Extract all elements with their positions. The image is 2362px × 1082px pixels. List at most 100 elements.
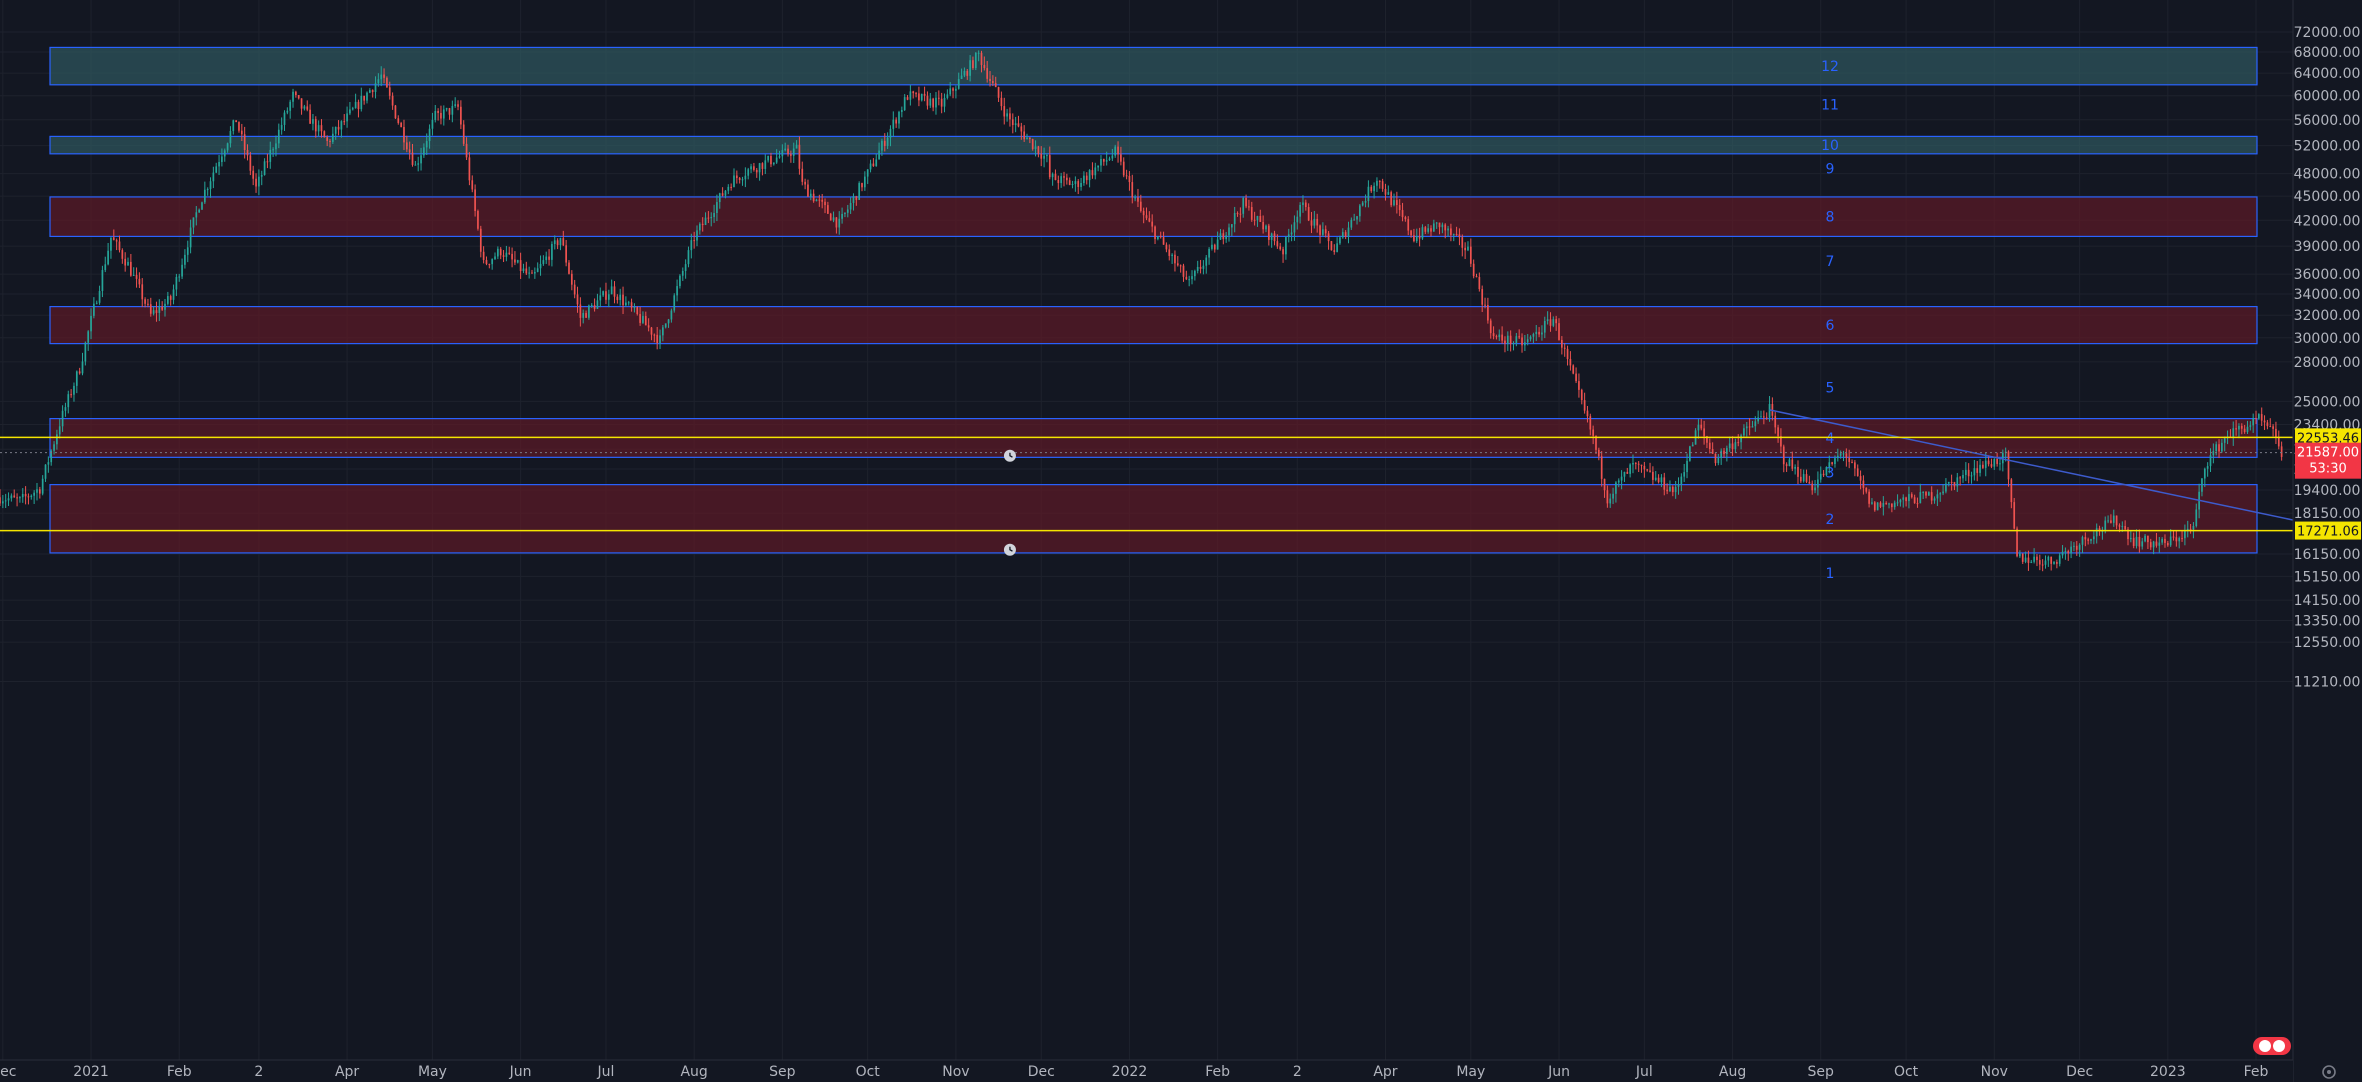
candle-body <box>1461 237 1464 248</box>
candle-body <box>1990 464 1993 467</box>
candle-body <box>804 181 806 185</box>
candle-body <box>1481 289 1484 305</box>
candle-body <box>1307 207 1310 221</box>
candle-body <box>1063 176 1065 178</box>
candle-body <box>2189 528 2192 530</box>
candle-body <box>104 264 107 271</box>
candle-body <box>1262 221 1264 230</box>
candle-body <box>445 108 448 110</box>
candle-body <box>522 268 525 272</box>
candle-body <box>1336 243 1338 252</box>
price-line-badge-label: 22553.46 <box>2297 431 2359 446</box>
candle-body <box>864 176 866 188</box>
candle-body <box>2275 428 2277 438</box>
candle-body <box>115 240 118 242</box>
candle-body <box>536 268 539 272</box>
last-price-label: 21587.00 <box>2297 446 2359 461</box>
price-tick-label: 36000.00 <box>2294 267 2361 283</box>
candle-body <box>1387 192 1390 195</box>
candle-body <box>1543 320 1546 333</box>
candle-body <box>633 307 636 309</box>
price-axis-panel[interactable] <box>2292 0 2362 1082</box>
price-zone <box>49 196 2258 238</box>
candle-body <box>980 52 983 65</box>
candle-body <box>992 80 994 84</box>
candle-body <box>1014 123 1017 125</box>
candle-body <box>465 143 468 158</box>
candle-body <box>1276 241 1279 247</box>
candle-body <box>468 157 471 181</box>
candle-body <box>1987 460 1990 465</box>
candle-body <box>1939 493 1942 495</box>
candle-body <box>118 241 121 251</box>
candle-body <box>1808 481 1811 484</box>
price-tick-label: 72000.00 <box>2294 25 2361 41</box>
candle-body <box>1404 217 1407 220</box>
time-tick-label: Apr <box>1373 1064 1397 1080</box>
candle-body <box>27 496 30 498</box>
candle-body <box>2266 422 2269 427</box>
candle-body <box>1376 180 1378 186</box>
candle-body <box>770 156 772 165</box>
trendline[interactable] <box>1769 409 2294 521</box>
alert-clock-icon[interactable] <box>1003 449 1016 462</box>
candle-body <box>1973 468 1976 476</box>
candle-body <box>761 163 764 169</box>
candle-body <box>107 250 109 265</box>
candle-body <box>75 371 78 386</box>
candle-body <box>16 497 18 499</box>
candle-body <box>158 306 161 313</box>
candle-body <box>869 163 872 170</box>
candle-body <box>599 295 602 301</box>
candle-body <box>24 493 27 497</box>
candle-body <box>627 302 630 304</box>
candle-body <box>1009 113 1011 120</box>
candle-body <box>1498 334 1501 338</box>
candle-body <box>2269 426 2272 428</box>
candle-body <box>414 164 417 166</box>
candle-body <box>1697 424 1700 431</box>
candle-body <box>1578 381 1580 390</box>
candle-body <box>2181 538 2183 540</box>
candle-body <box>915 93 917 95</box>
candle-body <box>2152 541 2155 548</box>
candle-body <box>952 88 954 91</box>
candle-body <box>2098 528 2101 532</box>
flag-icon[interactable] <box>2253 1037 2291 1055</box>
candle-body <box>1552 319 1555 326</box>
settings-gear-icon[interactable] <box>2322 1065 2336 1079</box>
candle-body <box>2218 444 2220 452</box>
candle-body <box>235 120 237 123</box>
candle-body <box>1964 469 1967 475</box>
time-tick-label: Dec <box>1028 1064 1055 1080</box>
candle-body <box>556 240 559 246</box>
candle-body <box>1060 176 1063 184</box>
time-tick-label: Feb <box>2244 1064 2269 1080</box>
candle-body <box>573 284 576 295</box>
candle-body <box>275 143 277 150</box>
candle-body <box>772 162 775 165</box>
price-tick-label: 14150.00 <box>2294 593 2361 609</box>
candle-body <box>630 302 633 308</box>
candle-body <box>2044 560 2047 565</box>
candle-body <box>1441 224 1444 228</box>
candle-body <box>886 137 889 146</box>
candle-body <box>124 258 127 266</box>
candle-body <box>1131 182 1134 198</box>
candle-body <box>221 156 223 162</box>
price-tick-label: 32000.00 <box>2294 308 2361 324</box>
candle-body <box>2104 520 2107 531</box>
candle-body <box>1888 503 1890 505</box>
candle-body <box>93 303 95 316</box>
candle-body <box>511 253 513 260</box>
candle-body <box>1959 477 1961 479</box>
time-axis-panel[interactable] <box>0 1059 2293 1082</box>
candle-body <box>0 497 1 504</box>
candle-body <box>1137 197 1139 202</box>
candle-body <box>1114 146 1117 156</box>
candle-body <box>1825 466 1828 476</box>
candle-body <box>1026 137 1028 140</box>
candle-body <box>895 119 898 124</box>
alert-clock-icon[interactable] <box>1003 543 1016 556</box>
